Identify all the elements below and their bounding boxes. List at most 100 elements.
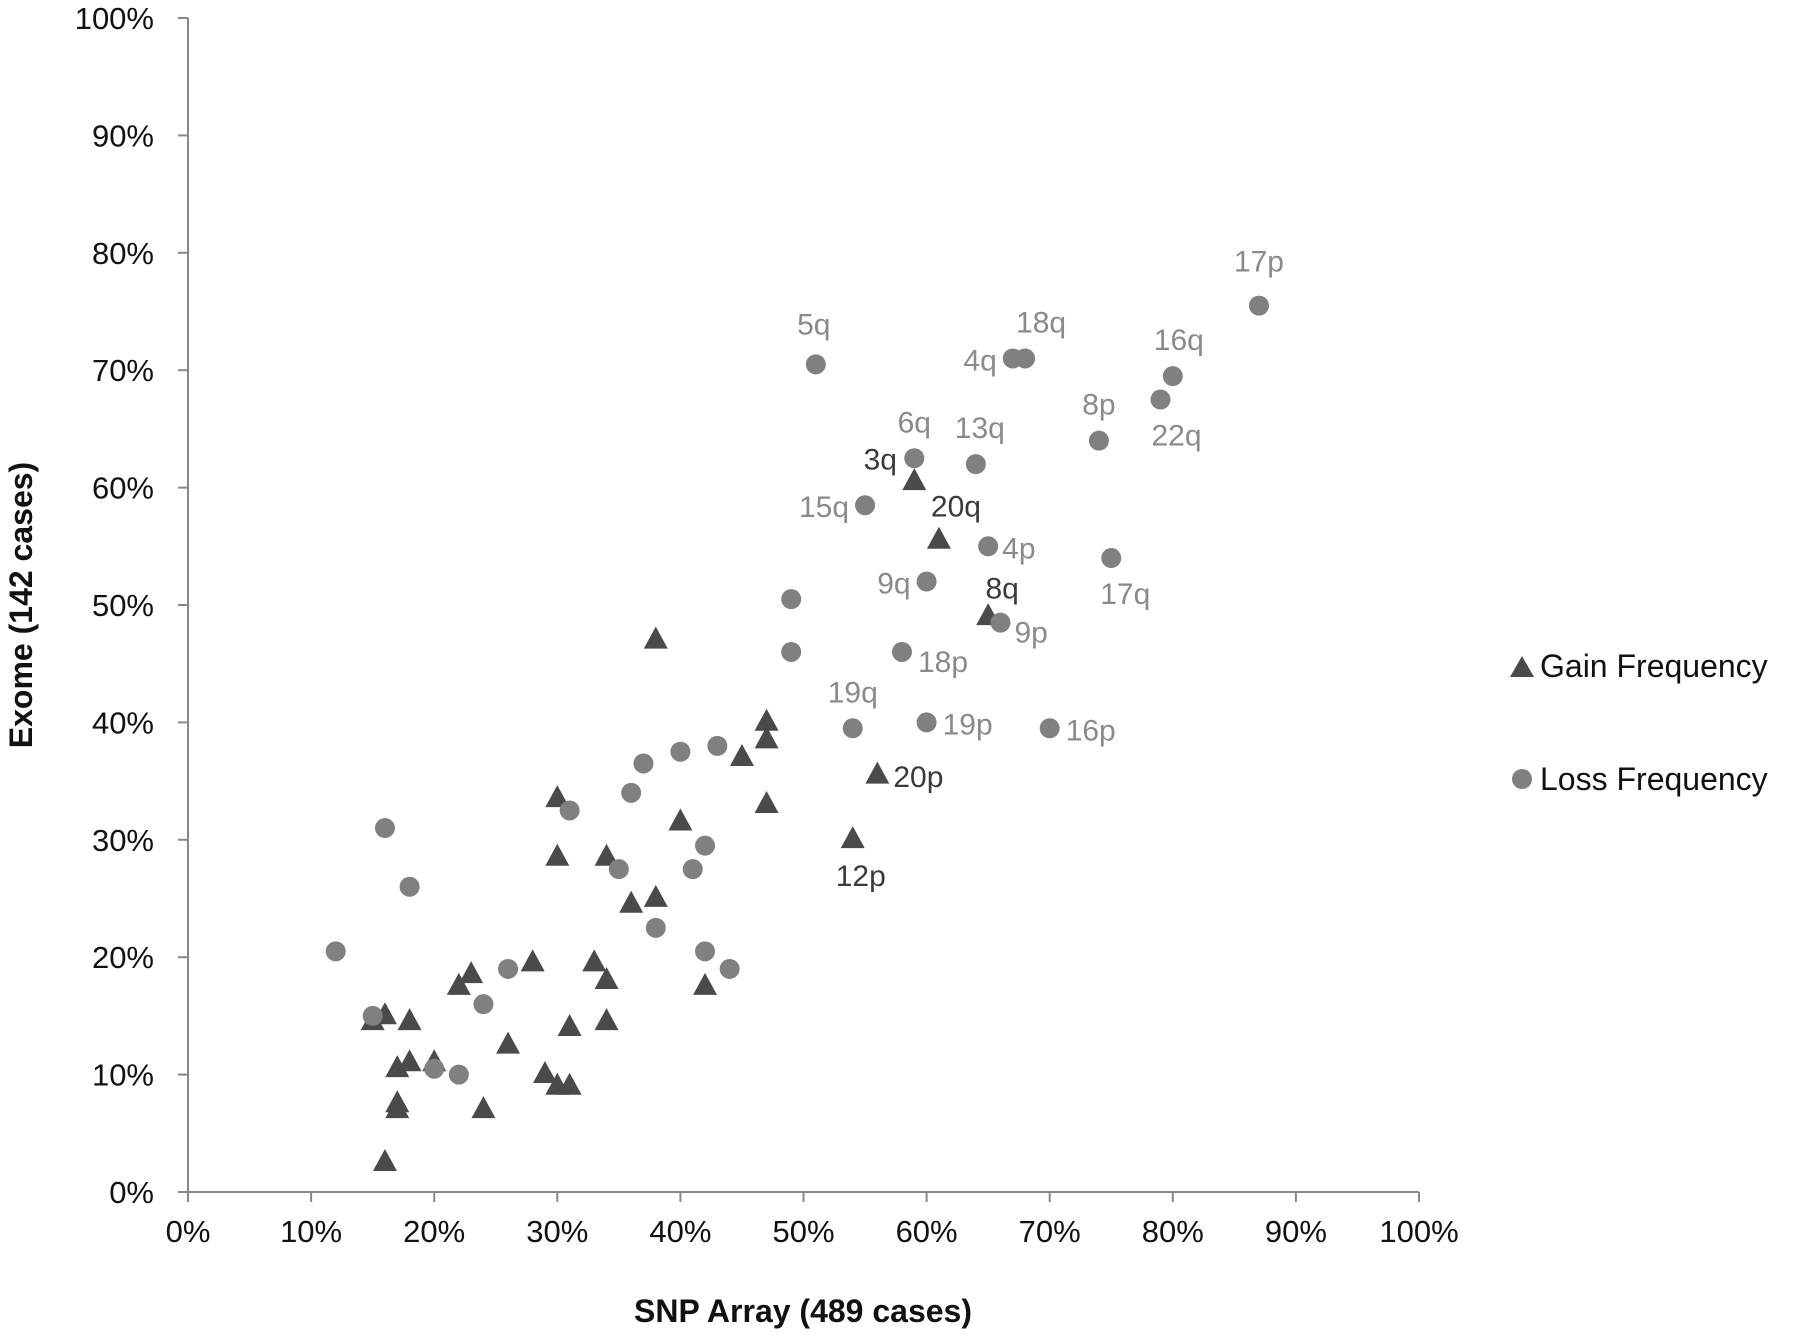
gain-point (557, 1072, 582, 1095)
point-label-16q: 16q (1154, 324, 1204, 357)
x-tick-label: 70% (1019, 1214, 1081, 1249)
x-tick-label: 10% (280, 1214, 342, 1249)
point-label-20p: 20p (893, 761, 943, 794)
loss-point (633, 753, 654, 774)
gain-point (902, 468, 927, 491)
gain-point (668, 808, 693, 831)
loss-point (891, 641, 912, 662)
ticks: 0% 10% 20% 30% 40% 50% 60% 70% 80% 90% 100% 0% 10% 20… (75, 1, 1459, 1249)
loss-point (781, 641, 802, 662)
point-label-15q: 15q (799, 491, 849, 524)
loss-point (707, 735, 728, 756)
y-tick-label: 50% (92, 588, 154, 623)
loss-point (682, 859, 703, 880)
point-label-16p: 16p (1066, 714, 1116, 747)
gain-point (729, 743, 754, 766)
loss-point (1150, 389, 1171, 410)
loss-point (1039, 718, 1060, 739)
loss-point (965, 454, 986, 475)
point-label-8p: 8p (1082, 389, 1115, 422)
loss-point (399, 876, 420, 897)
gain-point (557, 1014, 582, 1036)
point-label-3q: 3q (864, 444, 897, 477)
data-points (325, 295, 1269, 1172)
y-tick-label: 10% (92, 1058, 154, 1093)
loss-point (498, 958, 519, 979)
loss-point (842, 718, 863, 739)
y-tick-label: 100% (75, 1, 154, 36)
point-label-17q: 17q (1100, 578, 1150, 611)
loss-point (1101, 548, 1122, 569)
y-tick-label: 40% (92, 705, 154, 740)
x-tick-label: 40% (649, 1214, 711, 1249)
point-labels: 12p 20p 3q 20q 8q 5q 19q 15q 18p 6q 9q 19p 13q 4p 9p 4q… (797, 246, 1284, 893)
gain-point (385, 1090, 410, 1113)
legend-loss-label: Loss Frequency (1540, 761, 1768, 797)
y-tick-label: 60% (92, 471, 154, 506)
loss-point (695, 941, 716, 962)
x-tick-label: 60% (896, 1214, 958, 1249)
point-label-22q: 22q (1151, 420, 1201, 453)
gain-point (385, 1055, 410, 1078)
y-tick-label: 20% (92, 940, 154, 975)
legend-gain-marker (1510, 656, 1534, 677)
gain-point (754, 790, 779, 813)
loss-point (695, 835, 716, 856)
loss-point (424, 1058, 445, 1079)
x-axis-title: SNP Array (489 cases) (634, 1293, 972, 1329)
gain-point (594, 1008, 619, 1031)
loss-point (990, 612, 1011, 633)
loss-point (670, 741, 691, 762)
gain-point (693, 972, 718, 995)
gain-point (532, 1060, 557, 1083)
legend: Gain Frequency Loss Frequency (1510, 648, 1768, 797)
point-label-17p: 17p (1234, 246, 1284, 279)
gain-point (545, 843, 570, 866)
loss-point (559, 800, 580, 821)
gain-point (754, 726, 779, 749)
gain-point (545, 785, 570, 808)
loss-point (1088, 430, 1109, 451)
loss-point (608, 859, 629, 880)
y-tick-label: 70% (92, 353, 154, 388)
gain-point (754, 708, 779, 731)
gain-point (840, 826, 865, 849)
loss-point (374, 818, 395, 839)
point-label-13q: 13q (955, 412, 1005, 445)
loss-point (916, 571, 937, 592)
x-tick-label: 100% (1379, 1214, 1458, 1249)
loss-point (1015, 348, 1036, 369)
gain-point (446, 972, 471, 995)
y-tick-label: 80% (92, 236, 154, 271)
point-label-8q: 8q (985, 573, 1018, 606)
gain-point (397, 1008, 422, 1031)
point-label-20q: 20q (931, 490, 981, 523)
x-tick-label: 20% (403, 1214, 465, 1249)
y-axis-title: Exome (142 cases) (3, 462, 39, 748)
point-label-9p: 9p (1014, 617, 1047, 650)
gain-point (459, 961, 484, 984)
y-tick-label: 0% (109, 1175, 154, 1210)
legend-gain-label: Gain Frequency (1540, 648, 1768, 684)
x-tick-label: 80% (1142, 1214, 1204, 1249)
gain-point (643, 626, 668, 649)
loss-point (904, 448, 925, 469)
gain-point (594, 967, 619, 990)
point-label-18p: 18p (918, 646, 968, 679)
loss-point (916, 712, 937, 733)
gain-point (865, 761, 890, 784)
loss-point (448, 1064, 469, 1085)
gain-point (520, 949, 545, 972)
gain-point (372, 1149, 397, 1172)
loss-point (855, 495, 876, 516)
x-tick-label: 0% (166, 1214, 211, 1249)
gain-point (594, 843, 619, 866)
point-label-5q: 5q (797, 308, 830, 341)
gain-point (397, 1049, 422, 1072)
loss-point (473, 994, 494, 1015)
gain-point (471, 1096, 496, 1119)
gain-point (619, 890, 644, 913)
gain-point (496, 1031, 521, 1054)
